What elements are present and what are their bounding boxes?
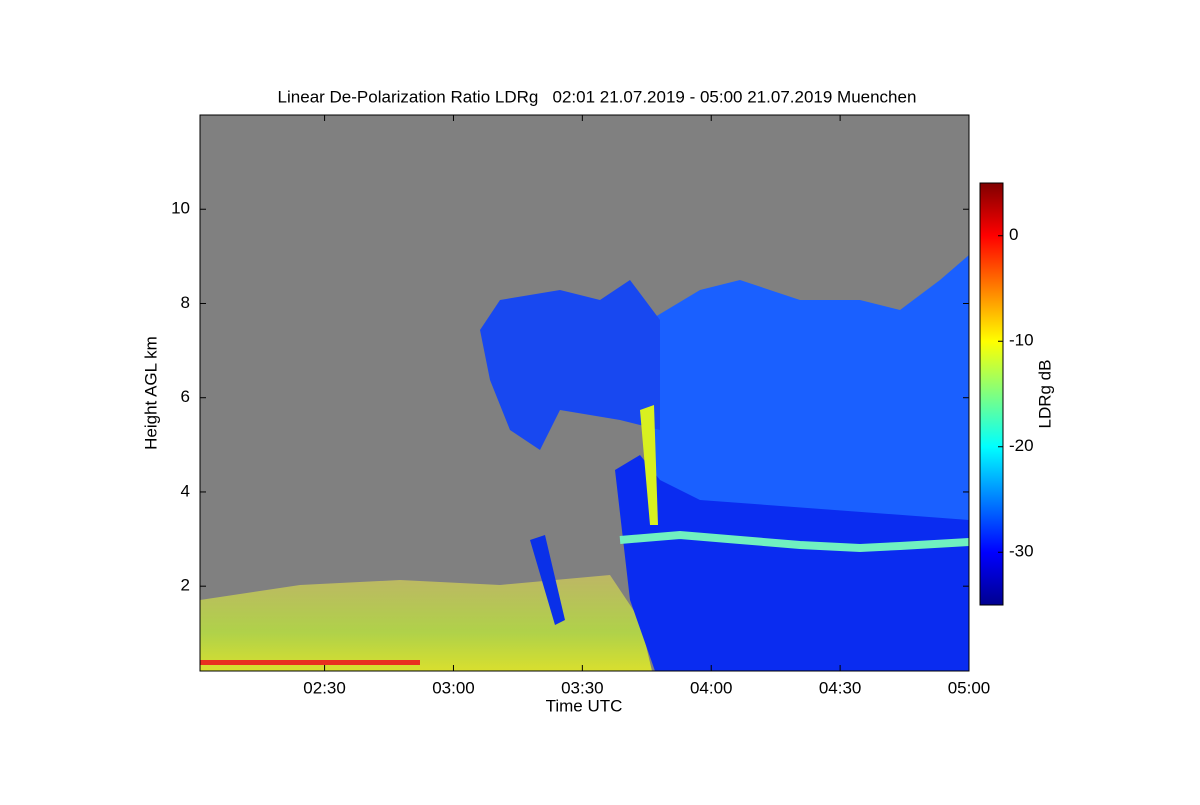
- y-tick-label: 4: [181, 481, 190, 500]
- x-tick-label: 02:30: [303, 678, 346, 697]
- chart-title: Linear De-Polarization Ratio LDRg 02:01 …: [278, 87, 917, 106]
- x-tick-label: 05:00: [948, 678, 991, 697]
- colorbar-tick-label: -20: [1009, 436, 1034, 455]
- y-tick-label: 6: [181, 387, 190, 406]
- x-tick-label: 03:00: [432, 678, 475, 697]
- x-axis-label: Time UTC: [546, 696, 623, 715]
- x-tick-label: 04:30: [819, 678, 862, 697]
- colorbar-label: LDRg dB: [1035, 360, 1054, 429]
- colorbar-tick-label: -10: [1009, 331, 1034, 350]
- y-tick-label: 8: [181, 293, 190, 312]
- y-axis-label: Height AGL km: [141, 336, 160, 450]
- colorbar-tick-label: 0: [1009, 225, 1018, 244]
- x-tick-label: 04:00: [690, 678, 733, 697]
- plot-frame: [199, 114, 970, 672]
- y-tick-label: 2: [181, 576, 190, 595]
- y-tick-label: 10: [171, 199, 190, 218]
- colorbar: [979, 182, 1004, 606]
- heatmap-image: [200, 115, 970, 671]
- x-tick-label: 03:30: [561, 678, 604, 697]
- colorbar-tick-label: -30: [1009, 542, 1034, 561]
